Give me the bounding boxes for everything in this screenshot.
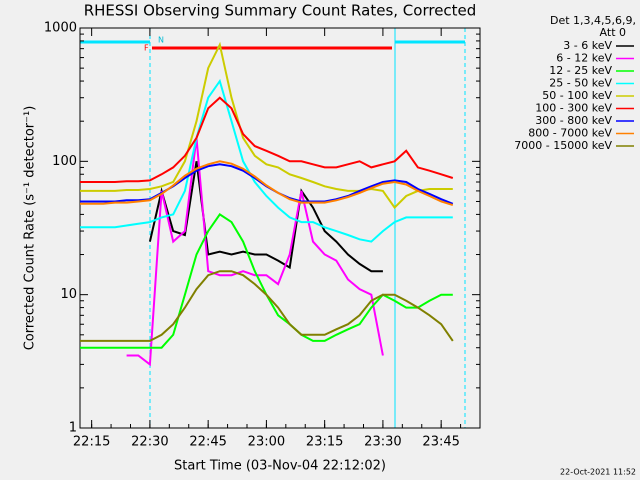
x-tick-label: 22:15 bbox=[73, 435, 110, 450]
y-tick-label: 1000 bbox=[44, 21, 77, 36]
legend-label: 7000 - 15000 keV bbox=[514, 139, 612, 152]
series-line bbox=[80, 270, 454, 342]
legend-label: 50 - 100 keV bbox=[542, 89, 612, 102]
series-line bbox=[80, 41, 453, 210]
legend-label: 6 - 12 keV bbox=[556, 52, 612, 65]
y-tick-label: 100 bbox=[52, 154, 77, 169]
series-line bbox=[148, 161, 383, 273]
x-tick-label: 22:30 bbox=[131, 435, 168, 450]
x-tick-label: 23:30 bbox=[364, 435, 401, 450]
x-tick-label: 23:15 bbox=[306, 435, 343, 450]
series-line bbox=[80, 160, 454, 207]
chart-title: RHESSI Observing Summary Count Rates, Co… bbox=[84, 2, 477, 20]
flare-label: F bbox=[144, 44, 149, 53]
legend-title: Det 1,3,4,5,6,9, bbox=[550, 14, 636, 27]
y-tick-label: 10 bbox=[60, 287, 77, 302]
series-line bbox=[126, 137, 384, 367]
legend-label: 300 - 800 keV bbox=[535, 114, 612, 127]
legend-label: 25 - 50 keV bbox=[549, 77, 612, 90]
series-line bbox=[80, 78, 453, 243]
y-axis-label: Corrected Count Rate (s⁻¹ detector⁻¹) bbox=[23, 106, 38, 351]
legend-label: 100 - 300 keV bbox=[535, 102, 612, 115]
night-label: N bbox=[158, 36, 164, 45]
y-tick-label: 1 bbox=[69, 421, 77, 436]
legend-subtitle: Att 0 bbox=[600, 26, 626, 39]
legend-label: 800 - 7000 keV bbox=[528, 127, 612, 140]
x-axis-label: Start Time (03-Nov-04 22:12:02) bbox=[174, 459, 386, 474]
legend-label: 3 - 6 keV bbox=[563, 39, 612, 52]
series-line bbox=[80, 96, 454, 183]
x-tick-label: 23:45 bbox=[422, 435, 459, 450]
x-tick-label: 22:45 bbox=[189, 435, 226, 450]
footer: 22-Oct-2021 11:52 bbox=[560, 468, 636, 477]
x-tick-label: 23:00 bbox=[248, 435, 285, 450]
legend-label: 12 - 25 keV bbox=[549, 64, 612, 77]
